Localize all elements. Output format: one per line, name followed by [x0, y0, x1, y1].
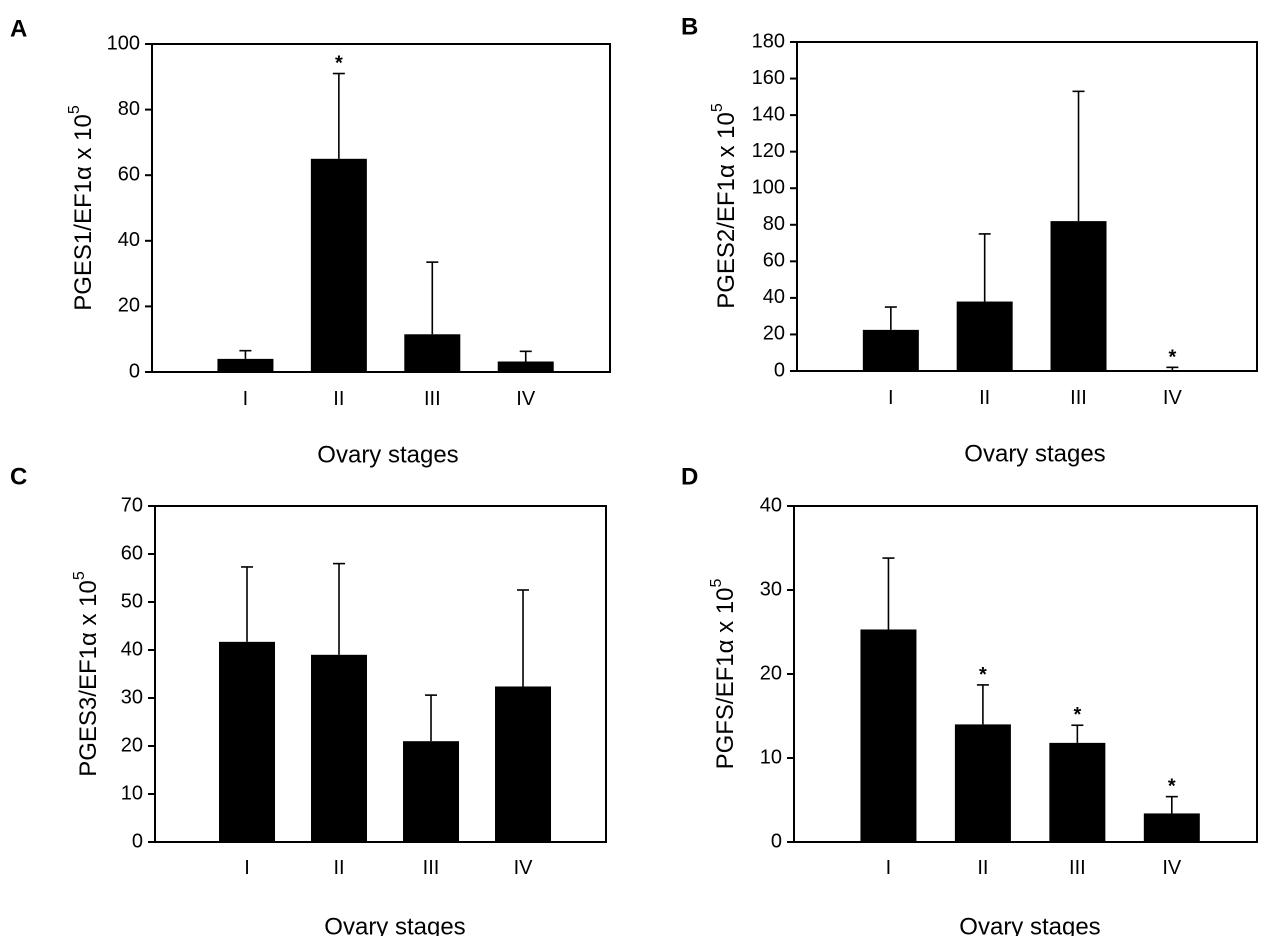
- y-tick-label: 100: [107, 32, 140, 54]
- bar: [219, 641, 276, 842]
- significance-marker: *: [979, 664, 987, 686]
- y-tick-label: 30: [121, 686, 143, 708]
- y-tick-label: 40: [118, 229, 140, 251]
- y-tick-label: 0: [771, 830, 782, 852]
- y-tick-label: 30: [760, 578, 782, 600]
- x-tick-label: III: [423, 857, 440, 879]
- y-tick-label: 70: [121, 494, 143, 516]
- y-tick-label: 100: [752, 177, 785, 199]
- y-tick-label: 20: [763, 323, 785, 345]
- x-tick-label: I: [888, 387, 894, 409]
- x-tick-label: IV: [514, 857, 534, 879]
- plot-frame: [151, 43, 611, 373]
- x-tick-label: I: [244, 857, 250, 879]
- y-tick-label: 20: [118, 295, 140, 317]
- plot-frame: [796, 41, 1258, 372]
- panel-letter: D: [681, 463, 698, 490]
- x-tick-label: IV: [1162, 857, 1182, 879]
- y-axis-title: PGES3/EF1α x 105: [71, 571, 102, 777]
- y-tick-label: 180: [752, 30, 785, 52]
- plot-frame: [154, 505, 607, 843]
- panel-letter: A: [10, 15, 27, 42]
- x-tick-label: I: [886, 857, 892, 879]
- y-tick-label: 10: [760, 746, 782, 768]
- bar: [862, 329, 919, 371]
- y-tick-label: 40: [121, 638, 143, 660]
- y-axis-title: PGFS/EF1α x 105: [708, 578, 739, 769]
- y-tick-label: 0: [129, 360, 140, 382]
- significance-marker: *: [1168, 776, 1176, 798]
- y-tick-label: 20: [121, 734, 143, 756]
- panel-d: D 0 10 20 30 40 I * II * III * IV Ovary stages PGFS/EF…: [681, 463, 1258, 936]
- y-tick-label: 60: [118, 163, 140, 185]
- significance-marker: *: [1073, 704, 1081, 726]
- x-tick-label: III: [1069, 857, 1086, 879]
- x-tick-label: IV: [516, 388, 536, 410]
- bar: [1143, 813, 1200, 842]
- x-axis-title: Ovary stages: [324, 913, 465, 936]
- bar: [311, 654, 368, 842]
- panel-letter: C: [10, 463, 27, 490]
- bar: [404, 334, 461, 372]
- y-tick-label: 0: [132, 830, 143, 852]
- y-tick-label: 140: [752, 103, 785, 125]
- y-tick-label: 0: [774, 359, 785, 381]
- significance-marker: *: [335, 53, 343, 75]
- bar: [310, 158, 367, 372]
- y-axis-title: PGES1/EF1α x 105: [66, 105, 97, 311]
- bar: [1144, 370, 1201, 372]
- y-tick-label: 80: [763, 213, 785, 235]
- bar: [1050, 221, 1107, 371]
- y-tick-label: 10: [121, 782, 143, 804]
- y-tick-label: 120: [752, 140, 785, 162]
- y-tick-label: 40: [760, 494, 782, 516]
- y-axis-title: PGES2/EF1α x 105: [709, 103, 740, 309]
- y-tick-label: 60: [121, 542, 143, 564]
- bar: [403, 741, 460, 842]
- significance-marker: *: [1168, 346, 1176, 368]
- x-tick-label: II: [977, 857, 988, 879]
- bar: [954, 724, 1011, 842]
- x-tick-label: I: [243, 388, 249, 410]
- y-tick-label: 40: [763, 286, 785, 308]
- x-axis-title: Ovary stages: [317, 441, 458, 468]
- x-tick-label: III: [1070, 387, 1087, 409]
- y-tick-label: 50: [121, 590, 143, 612]
- bar: [217, 358, 274, 372]
- x-tick-label: II: [333, 388, 344, 410]
- bar: [956, 301, 1013, 371]
- y-tick-label: 60: [763, 250, 785, 272]
- y-tick-label: 160: [752, 67, 785, 89]
- x-tick-label: II: [979, 387, 990, 409]
- panel-letter: B: [681, 13, 698, 40]
- bar: [860, 629, 917, 842]
- y-tick-label: 80: [118, 98, 140, 120]
- bar: [495, 686, 552, 842]
- bar: [1049, 742, 1106, 842]
- x-tick-label: IV: [1163, 387, 1183, 409]
- x-tick-label: II: [333, 857, 344, 879]
- x-tick-label: III: [424, 388, 441, 410]
- y-tick-label: 20: [760, 662, 782, 684]
- bar: [497, 361, 554, 372]
- x-axis-title: Ovary stages: [959, 913, 1100, 936]
- x-axis-title: Ovary stages: [964, 440, 1105, 467]
